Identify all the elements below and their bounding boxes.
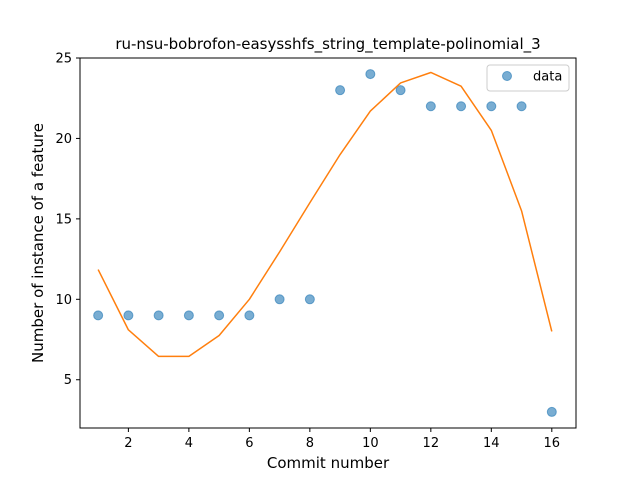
fit-line [97, 71, 553, 358]
data-point [183, 310, 194, 321]
x-tick-label: 6 [245, 436, 253, 451]
x-axis-label: Commit number [267, 454, 390, 472]
data-point [456, 101, 467, 112]
plot-frame [79, 57, 577, 429]
data-point [516, 101, 527, 112]
data-point [425, 101, 436, 112]
legend: data [486, 64, 570, 92]
x-tick-label: 8 [306, 436, 314, 451]
legend-label-data: data [533, 70, 562, 85]
y-tick-label: 10 [55, 293, 72, 308]
y-tick-label: 5 [64, 373, 72, 388]
x-tick-label: 10 [362, 436, 379, 451]
x-tick-label: 4 [185, 436, 193, 451]
data-point [335, 85, 346, 96]
data-point [153, 310, 164, 321]
data-point [395, 85, 406, 96]
chart-title: ru-nsu-bobrofon-easysshfs_string_templat… [115, 35, 540, 54]
data-point [365, 69, 376, 80]
data-point [93, 310, 104, 321]
x-tick-label: 16 [544, 436, 561, 451]
y-tick-label: 20 [55, 132, 72, 147]
x-tick-label: 12 [423, 436, 440, 451]
data-point [244, 310, 255, 321]
y-axis-label: Number of instance of a feature [29, 123, 47, 363]
data-point [274, 294, 285, 305]
y-tick-label: 15 [55, 212, 72, 227]
x-tick-label: 2 [124, 436, 132, 451]
data-point [123, 310, 134, 321]
legend-marker-data [502, 71, 512, 81]
data-point [546, 406, 557, 417]
y-tick-label: 25 [55, 52, 72, 67]
x-tick-label: 14 [483, 436, 500, 451]
data-point [304, 294, 315, 305]
data-point [214, 310, 225, 321]
data-point [486, 101, 497, 112]
